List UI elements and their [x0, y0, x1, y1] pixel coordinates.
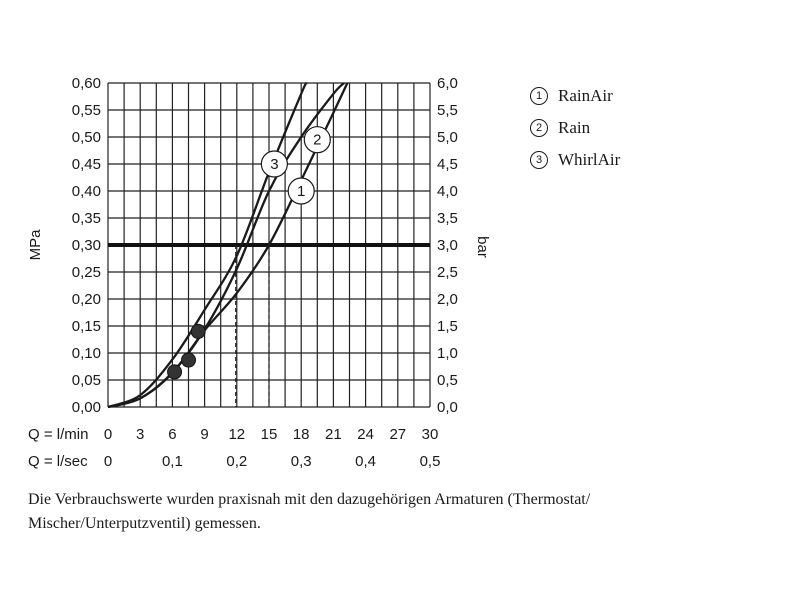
right-tick-label: 1,0 — [437, 345, 458, 362]
left-tick-label: 0,40 — [72, 183, 101, 200]
right-tick-label: 0,0 — [437, 399, 458, 416]
series-label-circle — [303, 126, 331, 154]
right-tick-label: 4,5 — [437, 156, 458, 173]
right-tick-label: 5,5 — [437, 102, 458, 119]
series-label-circle — [287, 177, 315, 205]
caption-line: Mischer/Unterputzventil) gemessen. — [28, 515, 261, 532]
left-tick-label: 0,45 — [72, 156, 101, 173]
x-tick-label-lsec: 0,1 — [162, 453, 183, 470]
right-tick-label: 4,0 — [437, 183, 458, 200]
legend-item-rain: 2 Rain — [530, 112, 620, 144]
legend-number: 3 — [530, 151, 548, 169]
x-tick-label-lmin: 30 — [422, 426, 439, 443]
x-tick-label-lsec: 0,2 — [226, 453, 247, 470]
left-tick-label: 0,00 — [72, 399, 101, 416]
pressure-flow-chart: 123 0,00 0,00,05 0,50,10 1,00,15 1,50,20 2,00… — [27, 75, 491, 470]
left-tick-label: 0,20 — [72, 291, 101, 308]
x-tick-label-lmin: 12 — [228, 426, 245, 443]
left-tick-label: 0,05 — [72, 372, 101, 389]
left-tick-label: 0,10 — [72, 345, 101, 362]
series-label-number: 3 — [270, 156, 278, 173]
x-tick-label-lmin: 0 — [104, 426, 112, 443]
left-tick-label: 0,30 — [72, 237, 101, 254]
x-tick-label-lmin: 9 — [200, 426, 208, 443]
x-tick-label-lmin: 18 — [293, 426, 310, 443]
legend-label: RainAir — [558, 86, 613, 105]
x-tick-label-lmin: 6 — [168, 426, 176, 443]
tick-labels: 0,00 0,00,05 0,50,10 1,00,15 1,50,20 2,00,25 2… — [72, 75, 458, 470]
legend-label: Rain — [558, 118, 591, 137]
x-tick-label-lmin: 3 — [136, 426, 144, 443]
left-tick-label: 0,50 — [72, 129, 101, 146]
x-tick-label-lsec: 0 — [104, 453, 112, 470]
x-tick-label-lsec: 0,3 — [291, 453, 312, 470]
series-point — [167, 364, 183, 380]
legend-item-rainair: 1 RainAir — [530, 80, 620, 112]
x-row2-label: Q = l/sec — [28, 453, 88, 470]
x-row1-label: Q = l/min — [28, 426, 88, 443]
x-tick-label-lsec: 0,4 — [355, 453, 376, 470]
x-tick-label-lsec: 0,5 — [420, 453, 441, 470]
x-tick-label-lmin: 27 — [389, 426, 406, 443]
x-tick-label-lmin: 24 — [357, 426, 374, 443]
legend: 1 RainAir 2 Rain 3 WhirlAir — [530, 80, 620, 176]
series-label-number: 1 — [297, 183, 305, 200]
right-tick-label: 3,5 — [437, 210, 458, 227]
left-tick-label: 0,35 — [72, 210, 101, 227]
legend-number: 1 — [530, 87, 548, 105]
right-tick-label: 5,0 — [437, 129, 458, 146]
right-axis-label: bar — [474, 236, 491, 258]
right-tick-label: 6,0 — [437, 75, 458, 92]
series-line-whirlair — [107, 82, 308, 409]
curves: 1 2 3 — [107, 82, 349, 409]
right-tick-label: 2,0 — [437, 291, 458, 308]
left-tick-label: 0,60 — [72, 75, 101, 92]
right-tick-label: 0,5 — [437, 372, 458, 389]
left-tick-label: 0,15 — [72, 318, 101, 335]
caption-line: Die Verbrauchswerte wurden praxisnah mit… — [28, 491, 591, 508]
legend-number: 2 — [530, 119, 548, 137]
right-tick-label: 3,0 — [437, 237, 458, 254]
left-tick-label: 0,55 — [72, 102, 101, 119]
series-label-number: 2 — [313, 132, 321, 149]
x-tick-label-lmin: 21 — [325, 426, 342, 443]
series-point — [190, 323, 206, 339]
right-tick-label: 2,5 — [437, 264, 458, 281]
series-point — [181, 352, 196, 368]
x-tick-label-lmin: 15 — [261, 426, 278, 443]
left-axis-label: MPa — [27, 229, 44, 261]
caption: Die Verbrauchswerte wurden praxisnah mit… — [28, 488, 788, 536]
series-label-circle — [260, 150, 288, 178]
legend-item-whirlair: 3 WhirlAir — [530, 144, 620, 176]
right-tick-label: 1,5 — [437, 318, 458, 335]
legend-label: WhirlAir — [558, 150, 621, 169]
left-tick-label: 0,25 — [72, 264, 101, 281]
